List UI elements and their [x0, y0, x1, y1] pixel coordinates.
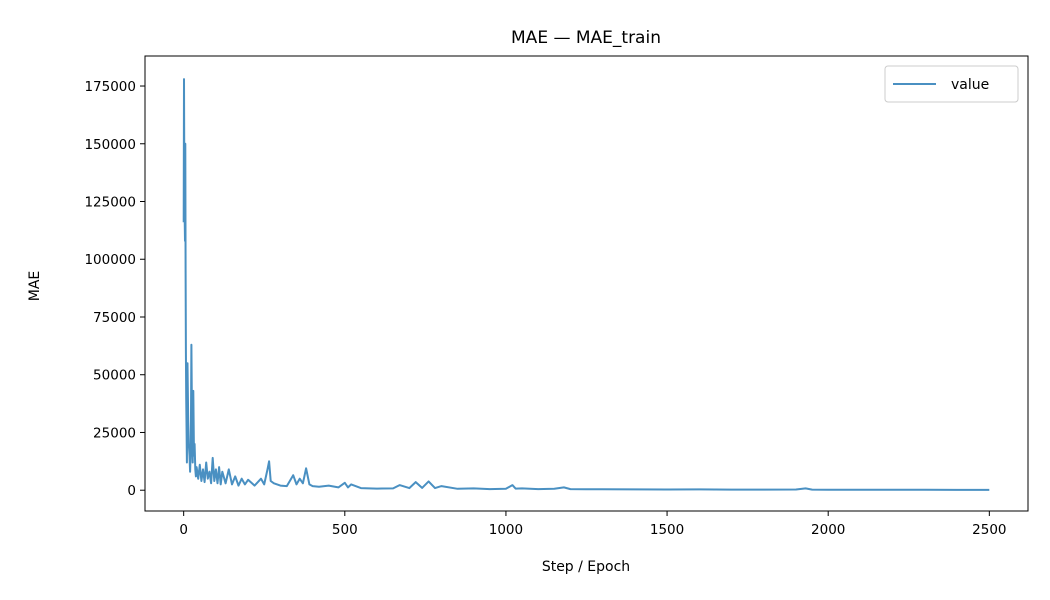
y-axis-label: MAE — [27, 271, 43, 302]
y-tick-label: 100000 — [84, 252, 136, 268]
y-tick-label: 75000 — [93, 310, 136, 326]
x-tick-label: 2500 — [972, 522, 1006, 538]
x-tick-label: 1000 — [489, 522, 523, 538]
y-tick-label: 25000 — [93, 425, 136, 441]
x-tick-label: 500 — [332, 522, 358, 538]
x-tick-label: 2000 — [811, 522, 845, 538]
legend-label: value — [951, 77, 989, 93]
axes: 0 500 1000 1500 2000 250002500050000750001000… — [84, 79, 1006, 538]
series-line-value — [182, 78, 990, 491]
x-tick-label: 0 — [179, 522, 188, 538]
x-axis-label: Step / Epoch — [542, 559, 630, 575]
plot-frame — [144, 55, 1029, 512]
plot-area — [182, 78, 990, 491]
y-tick-label: 50000 — [93, 368, 136, 384]
x-tick-label: 1500 — [650, 522, 684, 538]
y-tick-label: 175000 — [84, 79, 136, 95]
y-tick-label: 0 — [127, 483, 136, 499]
legend: value — [884, 65, 1019, 103]
chart-title: MAE — MAE_train — [511, 28, 661, 48]
y-tick-label: 125000 — [84, 195, 136, 211]
legend-box — [884, 65, 1019, 103]
y-tick-label: 150000 — [84, 137, 136, 153]
